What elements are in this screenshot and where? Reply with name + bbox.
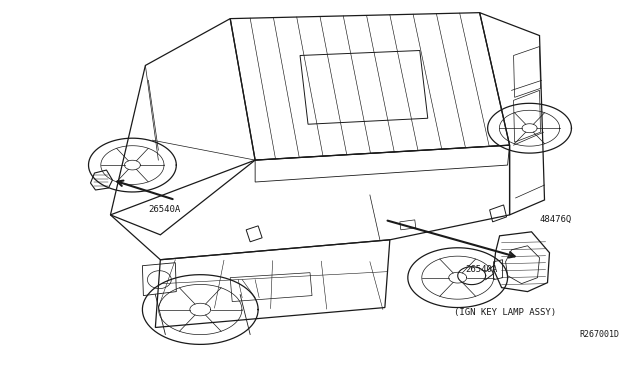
- Text: (IGN KEY LAMP ASSY): (IGN KEY LAMP ASSY): [454, 308, 556, 317]
- Text: 48476Q: 48476Q: [540, 215, 572, 224]
- Text: 26540A: 26540A: [466, 265, 498, 274]
- Text: R267001D: R267001D: [579, 330, 620, 339]
- Text: 26540A: 26540A: [148, 205, 180, 214]
